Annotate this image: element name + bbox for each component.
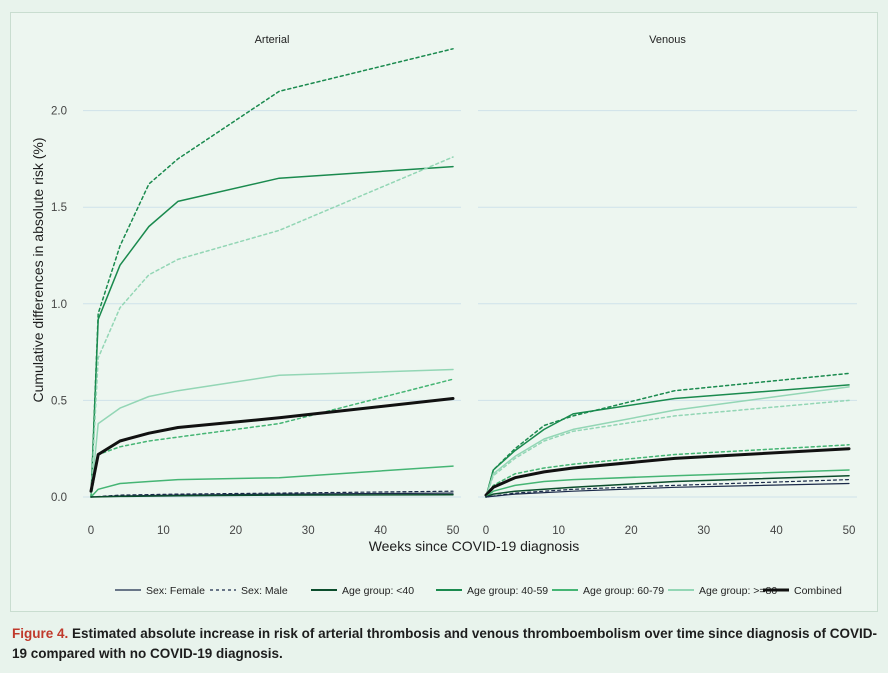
figure-caption: Figure 4. Estimated absolute increase in… (12, 624, 880, 664)
venous-series-line (484, 447, 851, 497)
arterial-x-tick-label: 30 (302, 525, 315, 537)
venous-panel-title: Venous (649, 34, 686, 46)
figure-caption-text: Estimated absolute increase in risk of a… (12, 626, 877, 661)
venous-series-line (485, 479, 850, 498)
arterial-x-tick-label: 10 (157, 525, 170, 537)
legend-label: Age group: <40 (342, 585, 414, 597)
venous-series-line (485, 469, 850, 498)
venous-x-tick-label: 10 (552, 525, 565, 537)
arterial-series-line (90, 378, 454, 498)
venous-x-tick-label: 40 (770, 525, 783, 537)
arterial-x-tick-label: 40 (374, 525, 387, 537)
venous-x-tick-label: 20 (625, 525, 638, 537)
legend-label: Sex: Male (241, 585, 288, 597)
arterial-series-line (90, 368, 454, 498)
y-axis-title: Cumulative differences in absolute risk … (30, 137, 46, 402)
y-tick-label: 2.0 (51, 106, 67, 118)
venous-x-tick-label: 0 (483, 525, 489, 537)
arterial-series-line (90, 156, 454, 498)
venous-series-line (485, 444, 850, 498)
legend-label: Combined (794, 585, 842, 597)
venous-x-tick-label: 30 (697, 525, 710, 537)
arterial-panel-title: Arterial (255, 34, 290, 46)
plot-area: Cumulative differences in absolute risk … (10, 12, 878, 612)
legend-label: Sex: Female (146, 585, 205, 597)
y-tick-label: 0.0 (51, 492, 67, 504)
figure-caption-label: Figure 4. (12, 626, 69, 641)
venous-series-line (485, 399, 850, 498)
legend-label: Age group: >=80 (699, 585, 777, 597)
arterial-series-line (90, 493, 454, 498)
arterial-x-tick-label: 0 (88, 525, 94, 537)
legend-label: Age group: 60-79 (583, 585, 664, 597)
legend-label: Age group: 40-59 (467, 585, 548, 597)
arterial-x-tick-label: 20 (229, 525, 242, 537)
arterial-series-line (90, 165, 454, 498)
venous-series-line (485, 384, 850, 498)
venous-series-line (485, 482, 850, 498)
y-tick-label: 1.5 (51, 202, 67, 214)
chart-svg: Cumulative differences in absolute risk … (30, 34, 857, 597)
arterial-series-line (90, 465, 454, 498)
arterial-series-line (89, 397, 455, 493)
venous-series-line (485, 386, 850, 498)
y-tick-label: 0.5 (51, 395, 67, 407)
venous-series-line (485, 474, 850, 498)
venous-series-line (485, 372, 850, 498)
arterial-x-tick-label: 50 (447, 525, 460, 537)
x-axis-title: Weeks since COVID-19 diagnosis (369, 538, 580, 554)
y-tick-label: 1.0 (51, 299, 67, 311)
arterial-series-line (90, 48, 454, 498)
venous-x-tick-label: 50 (843, 525, 856, 537)
